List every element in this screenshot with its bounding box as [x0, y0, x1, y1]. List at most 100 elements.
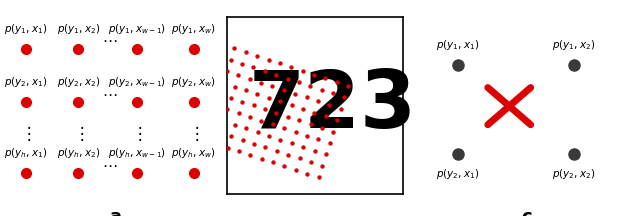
Point [241, 89, 251, 92]
Point [324, 141, 335, 145]
Text: $p(y_2, x_w)$: $p(y_2, x_w)$ [172, 75, 216, 89]
Point [271, 149, 282, 153]
Text: $p(y_h, x_2)$: $p(y_h, x_2)$ [56, 146, 100, 160]
Point [226, 96, 236, 100]
Text: $p(y_1, x_2)$: $p(y_1, x_2)$ [552, 38, 595, 52]
Point [279, 88, 289, 92]
Point [279, 164, 289, 168]
Point [244, 77, 255, 81]
Point [275, 62, 285, 65]
Point [249, 142, 259, 145]
Point [275, 138, 285, 141]
Point [314, 176, 324, 179]
Point [287, 141, 297, 145]
Point [320, 76, 330, 80]
Text: $p(y_h, x_w)$: $p(y_h, x_w)$ [172, 146, 216, 160]
Point [332, 118, 342, 122]
Point [200, 138, 210, 142]
Point [230, 85, 240, 88]
Point [317, 164, 328, 168]
Point [218, 81, 228, 85]
Point [252, 92, 262, 96]
Point [305, 122, 316, 126]
Point [283, 115, 293, 118]
Point [328, 130, 339, 133]
Point [248, 66, 259, 69]
Point [241, 127, 252, 130]
Point [225, 58, 236, 62]
Point [287, 103, 297, 107]
Point [321, 115, 331, 118]
Text: $p(y_1, x_1)$: $p(y_1, x_1)$ [4, 22, 47, 36]
Text: 723: 723 [249, 67, 417, 145]
Point [291, 130, 301, 133]
Point [260, 108, 270, 111]
Point [256, 81, 266, 84]
Point [343, 84, 353, 87]
Point [294, 81, 304, 84]
Point [298, 69, 308, 73]
Point [241, 51, 251, 54]
Point [207, 116, 218, 119]
Point [317, 88, 327, 91]
Point [313, 99, 323, 103]
Text: $\vdots$: $\vdots$ [188, 124, 199, 143]
Point [253, 130, 263, 134]
Point [234, 149, 244, 153]
Point [211, 142, 221, 146]
Text: $\vdots$: $\vdots$ [20, 124, 31, 143]
Point [279, 126, 289, 130]
Point [291, 168, 301, 172]
Point [298, 107, 308, 111]
Point [226, 134, 236, 138]
Text: $p(y_2, x_2)$: $p(y_2, x_2)$ [56, 75, 100, 89]
Text: $\vdots$: $\vdots$ [131, 124, 143, 143]
Point [294, 119, 305, 122]
Text: $\cdots$: $\cdots$ [102, 86, 118, 101]
Text: $p(y_h, x_{w-1})$: $p(y_h, x_{w-1})$ [108, 146, 166, 160]
Text: $p(y_1, x_w)$: $p(y_1, x_w)$ [172, 22, 216, 36]
Point [222, 70, 232, 73]
Text: $p(y_1, x_1)$: $p(y_1, x_1)$ [436, 38, 479, 52]
Point [268, 123, 278, 126]
Point [310, 149, 320, 152]
Text: $\cdots$: $\cdots$ [102, 157, 118, 172]
Text: $p(y_2, x_2)$: $p(y_2, x_2)$ [552, 167, 595, 181]
Point [294, 157, 305, 160]
Point [218, 119, 228, 123]
Point [271, 73, 282, 76]
Text: $p(y_2, x_1)$: $p(y_2, x_1)$ [436, 167, 479, 181]
Point [230, 123, 240, 126]
Point [245, 153, 255, 157]
Point [215, 131, 225, 134]
Point [286, 65, 296, 69]
Point [271, 111, 282, 115]
Point [302, 172, 312, 175]
Point [268, 161, 278, 164]
Point [301, 96, 312, 99]
Point [252, 54, 262, 58]
Point [324, 103, 335, 107]
Text: $p(y_h, x_1)$: $p(y_h, x_1)$ [4, 146, 47, 160]
Text: $\cdots$: $\cdots$ [102, 32, 118, 47]
Point [257, 157, 267, 160]
Point [275, 100, 285, 103]
Text: a: a [109, 208, 121, 216]
Point [309, 111, 319, 114]
Point [260, 69, 270, 73]
Text: $p(y_1, x_{w-1})$: $p(y_1, x_{w-1})$ [108, 22, 166, 36]
Point [214, 93, 225, 96]
Point [328, 92, 338, 95]
Point [234, 111, 244, 115]
Point [229, 47, 239, 50]
Point [223, 146, 233, 149]
Point [339, 95, 349, 99]
Point [264, 96, 274, 100]
Point [256, 119, 266, 122]
Point [211, 104, 221, 108]
Text: $p(y_1, x_2)$: $p(y_1, x_2)$ [56, 22, 100, 36]
Point [237, 100, 248, 103]
Point [233, 73, 243, 77]
Point [321, 153, 331, 156]
Point [268, 85, 278, 88]
